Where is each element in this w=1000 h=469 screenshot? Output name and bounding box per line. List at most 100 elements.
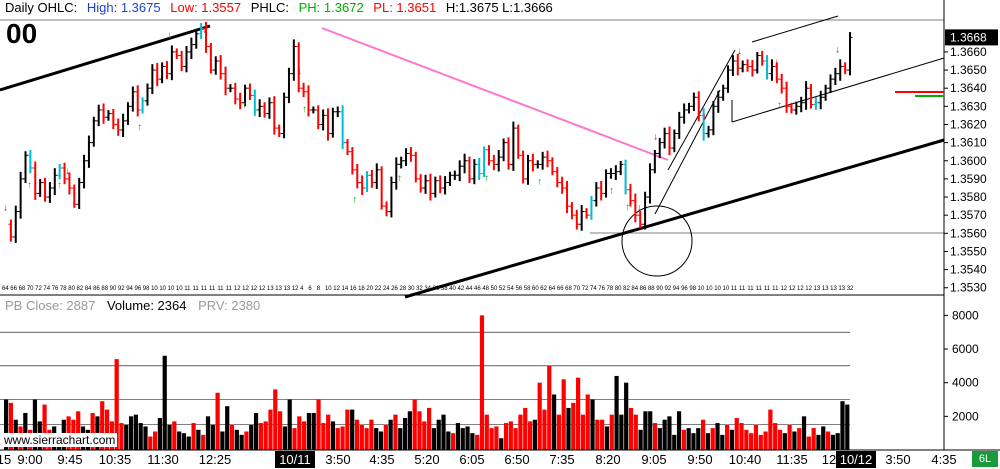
- volume-bar: [532, 419, 537, 450]
- volume-bar: [787, 424, 792, 450]
- buy-arrow: ↑: [397, 173, 402, 184]
- minute-label: 86: [93, 286, 100, 292]
- volume-bar: [816, 434, 821, 450]
- minute-label: 92: [665, 286, 672, 292]
- header-ph: PH: 1.3672: [298, 0, 364, 15]
- minute-label: 88: [101, 286, 108, 292]
- volume-bar: [681, 429, 686, 450]
- volume-bar: [205, 416, 211, 450]
- volume-bar: [157, 418, 163, 450]
- minute-label: 72: [35, 286, 42, 292]
- volume-bar: [537, 382, 542, 450]
- volume-bar: [436, 419, 441, 450]
- volume-bar: [561, 379, 566, 450]
- volume-bar: [571, 402, 576, 450]
- minute-label: 98: [689, 286, 696, 292]
- minute-label: 58: [524, 286, 531, 292]
- minute-label: 10: [722, 286, 729, 292]
- time-tick-label: 9:50: [687, 452, 712, 467]
- minute-label: 20: [366, 286, 373, 292]
- volume-bar: [422, 421, 427, 450]
- minute-labels: 64 66 68 70 72 74 76 78 80 82 84 86 88 90 92 94 96 98 10 10…: [2, 286, 854, 292]
- minute-label: 13: [267, 286, 274, 292]
- volume-bar: [388, 419, 393, 450]
- volume-bar: [585, 394, 590, 450]
- date-marker-label: 10/11: [279, 452, 311, 467]
- volume-bar: [340, 426, 345, 450]
- volume-bar: [234, 429, 239, 450]
- minute-label: 13: [814, 286, 821, 292]
- minute-label: 32: [847, 286, 854, 292]
- signal-arrows: ↑ ↑↑↑ ↑↑↑ ↑ ↑↑↑↑↓↓↓ ↓↓↓↓↓↓↓↓: [3, 24, 840, 213]
- volume-bar: [148, 436, 153, 450]
- volume-bar: [239, 434, 244, 450]
- volume-bar: [758, 434, 763, 450]
- volume-bar: [782, 433, 787, 450]
- volume-bar: [725, 424, 730, 450]
- channel-line-a: [654, 89, 721, 215]
- minute-label: 60: [532, 286, 539, 292]
- minute-label: 11: [217, 286, 224, 292]
- volume-bar: [8, 402, 14, 450]
- minute-label: 12: [234, 286, 241, 292]
- volume-bar: [378, 431, 384, 450]
- minute-label: 88: [648, 286, 655, 292]
- volume-bar: [672, 434, 677, 450]
- channel-line-b: [667, 49, 736, 171]
- minute-label: 12: [259, 286, 266, 292]
- minute-label: 54: [507, 286, 514, 292]
- volume-bar: [676, 411, 682, 450]
- minute-label: 13: [275, 286, 282, 292]
- minute-label: 10: [325, 286, 332, 292]
- sell-arrow: ↓: [702, 112, 707, 123]
- volume-bar: [773, 423, 778, 450]
- minute-label: 4: [300, 286, 304, 292]
- time-tick-label: 4:35: [931, 452, 956, 467]
- corner-badge[interactable]: 6L: [972, 451, 998, 467]
- minute-label: 82: [623, 286, 630, 292]
- volume-bar: [100, 401, 105, 450]
- channel-line-d: [731, 57, 945, 123]
- volume-tick-label: 2000: [952, 409, 979, 423]
- minute-label: 10: [159, 286, 166, 292]
- date-marker-box: [836, 451, 876, 468]
- volume-bar: [503, 423, 509, 450]
- minute-label: 68: [19, 286, 26, 292]
- header-pl: PL: 1.3651: [373, 0, 437, 15]
- minute-label: 36: [433, 286, 440, 292]
- channel-line-c: [751, 15, 839, 43]
- volume-bar: [229, 424, 235, 450]
- volume-bar: [753, 424, 759, 450]
- volume-bar: [700, 419, 706, 450]
- volume-bar: [196, 429, 201, 450]
- minute-label: 74: [43, 286, 50, 292]
- price-tick-label: 1.3570: [950, 208, 987, 222]
- volume-bar: [297, 416, 302, 450]
- volume-bar: [840, 401, 845, 450]
- minute-label: 44: [466, 286, 473, 292]
- sell-arrow: ↓: [3, 202, 8, 213]
- volume-bar: [359, 424, 364, 450]
- price-tick-label: 1.3530: [950, 281, 987, 295]
- volume-bar: [354, 419, 360, 450]
- volume-bar: [518, 414, 523, 450]
- volume-bar: [643, 411, 648, 450]
- minute-label: 28: [400, 286, 407, 292]
- volume-bar: [263, 421, 268, 450]
- current-price-box: [945, 29, 998, 46]
- sell-arrow: ↓: [835, 44, 840, 55]
- volume-bar: [335, 428, 340, 450]
- volume-bar: [253, 412, 259, 450]
- volume-bar: [177, 431, 182, 450]
- volume-bar: [215, 392, 220, 450]
- volume-bar: [407, 411, 412, 450]
- volume-bar: [412, 399, 417, 450]
- volume-bar: [633, 414, 638, 450]
- volume-bar: [167, 424, 172, 450]
- volume-bar: [364, 428, 369, 450]
- volume-bar: [744, 429, 749, 450]
- volume-bar: [763, 431, 768, 450]
- volume-bar: [479, 315, 485, 450]
- minute-label: 70: [573, 286, 580, 292]
- volume-bar: [273, 389, 278, 450]
